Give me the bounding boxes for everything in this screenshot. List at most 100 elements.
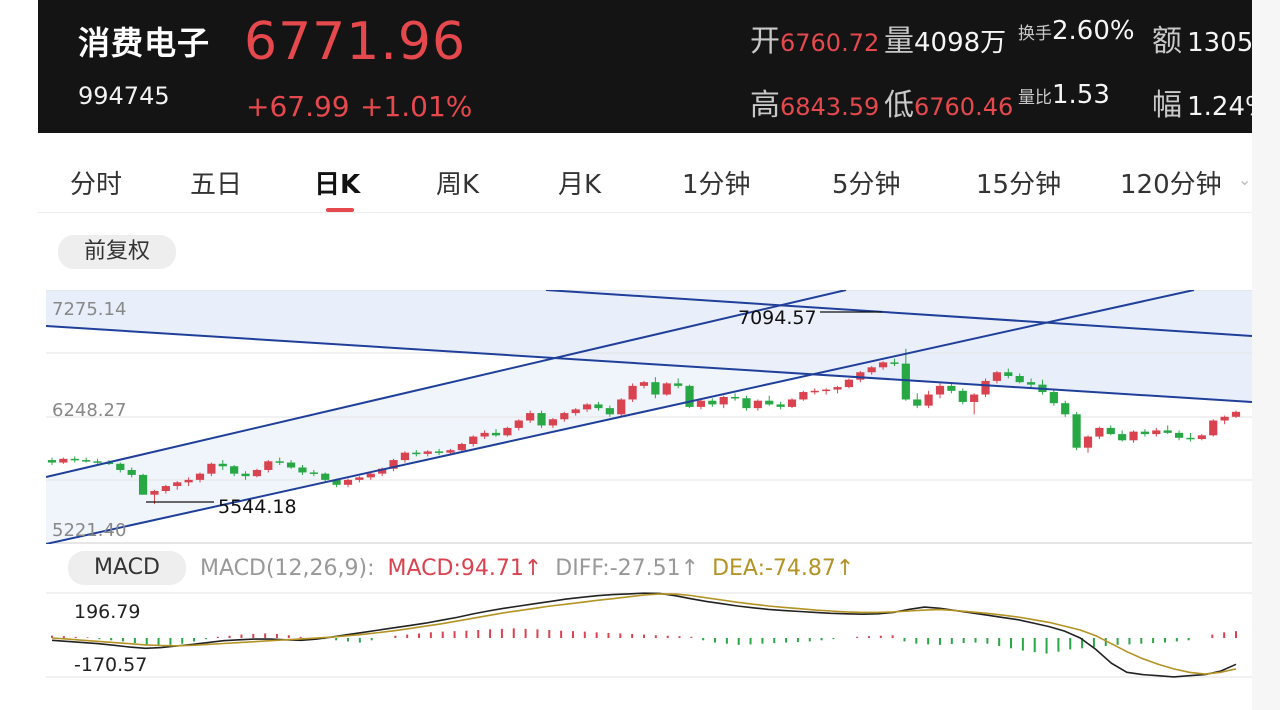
candle-body <box>1072 414 1081 448</box>
candle-body <box>309 472 318 474</box>
candle-body <box>332 479 341 485</box>
tab-120-minute[interactable]: 120分钟 <box>1120 170 1222 200</box>
side-gutter <box>1252 0 1280 710</box>
stat-volume-ratio: 量比1.53 <box>1018 80 1110 110</box>
candle-body <box>252 469 262 477</box>
chevron-down-icon[interactable]: ⌄ <box>1238 170 1252 189</box>
stat-low: 低6760.46 <box>884 80 1013 124</box>
candle-body <box>446 450 455 453</box>
candle-body <box>1186 437 1195 440</box>
y-label-mid: 6248.27 <box>52 400 126 421</box>
candle-body <box>719 396 728 405</box>
candle-body <box>366 473 375 478</box>
candle-body <box>1140 431 1150 435</box>
tab-five-day[interactable]: 五日 <box>190 170 243 200</box>
candles-group <box>47 348 1241 505</box>
tab-5-minute[interactable]: 5分钟 <box>832 170 901 200</box>
amplitude-label: 幅 <box>1152 88 1182 123</box>
amount-value: 1305 <box>1187 28 1252 58</box>
candle-body <box>400 452 410 461</box>
candle-body <box>594 404 603 409</box>
candle-body <box>526 413 535 421</box>
candle-body <box>1004 372 1013 376</box>
candle-body <box>343 479 353 485</box>
candle-body <box>742 398 751 409</box>
candle-body <box>286 462 296 468</box>
candle-body <box>958 390 967 402</box>
candle-body <box>582 404 592 410</box>
dea-line <box>51 593 1237 675</box>
last-price: 6771.96 <box>244 12 467 72</box>
candle-body <box>674 383 683 386</box>
candle-body <box>924 394 933 406</box>
turnover-label: 换手 <box>1018 24 1052 44</box>
candle-body <box>560 413 569 420</box>
candle-body <box>491 432 501 436</box>
tab-weekly-k[interactable]: 周K <box>436 170 480 200</box>
macd-params: MACD(12,26,9): <box>200 556 375 581</box>
candle-body <box>981 380 990 395</box>
candle-body <box>913 399 922 406</box>
index-code: 994745 <box>78 82 170 110</box>
indicator-select-button[interactable]: MACD <box>68 551 186 585</box>
high-label: 高 <box>750 88 780 123</box>
candle-body <box>628 385 637 400</box>
stat-volume: 量4098万 <box>884 16 1006 60</box>
candle-body <box>548 419 558 426</box>
period-tabs: 分时 五日 日K 周K 月K 1分钟 5分钟 15分钟 120分钟 <box>38 150 1252 213</box>
candle-body <box>218 463 227 467</box>
candle-body <box>1129 431 1138 441</box>
active-tab-indicator <box>326 208 354 212</box>
candle-body <box>321 473 330 480</box>
candle-body <box>1026 382 1036 385</box>
candle-body <box>1083 436 1093 448</box>
stat-turnover: 换手2.60% <box>1018 16 1135 46</box>
candle-body <box>150 490 159 495</box>
candle-body <box>651 382 660 395</box>
app-frame: 消费电子 994745 6771.96 +67.99 +1.01% 开6760.… <box>38 0 1252 710</box>
y-label-bottom: 5221.40 <box>52 520 126 541</box>
candle-body <box>730 396 740 399</box>
low-value: 6760.46 <box>914 93 1014 121</box>
candle-body <box>992 372 1002 381</box>
kline-chart[interactable]: 7275.14 6248.27 5221.40 7094.57 5544.18 <box>46 290 1252 544</box>
candle-body <box>1152 430 1161 435</box>
candle-body <box>230 466 239 474</box>
candle-body <box>810 390 819 393</box>
candle-body <box>822 389 831 392</box>
tab-intraday[interactable]: 分时 <box>70 170 123 200</box>
high-value: 6843.59 <box>780 93 880 121</box>
volume-ratio-value: 1.53 <box>1052 80 1110 110</box>
candle-body <box>241 473 250 477</box>
candle-body <box>1163 430 1172 433</box>
candle-body <box>662 383 671 395</box>
candle-body <box>1118 434 1127 441</box>
candle-body <box>787 399 797 407</box>
trendline-rising-upper <box>46 290 847 478</box>
tab-15-minute[interactable]: 15分钟 <box>976 170 1062 200</box>
candle-body <box>480 432 489 437</box>
adjust-mode-button[interactable]: 前复权 <box>58 235 176 269</box>
candle-body <box>833 387 842 390</box>
candle-body <box>571 409 580 414</box>
macd-chart[interactable]: 196.79 -170.57 <box>46 592 1252 678</box>
tab-daily-k[interactable]: 日K <box>314 170 361 200</box>
trendline-descending-top <box>545 290 1252 337</box>
candle-body <box>389 460 398 469</box>
candle-body <box>514 420 523 428</box>
macd-histogram <box>51 628 1237 654</box>
candle-body <box>1209 420 1218 436</box>
macd-y-label-top: 196.79 <box>74 601 140 623</box>
open-label: 开 <box>750 24 780 59</box>
candle-body <box>138 474 148 495</box>
candle-body <box>776 404 785 407</box>
candle-body <box>195 473 205 480</box>
macd-value: MACD:94.71↑ <box>387 556 543 581</box>
tab-monthly-k[interactable]: 月K <box>558 170 602 200</box>
macd-legend: MACD(12,26,9): MACD:94.71↑ DIFF:-27.51↑ … <box>200 556 860 581</box>
candle-body <box>1106 427 1115 435</box>
candle-body <box>935 385 945 395</box>
candle-body <box>1174 432 1184 438</box>
tab-1-minute[interactable]: 1分钟 <box>682 170 751 200</box>
candle-body <box>901 363 910 400</box>
